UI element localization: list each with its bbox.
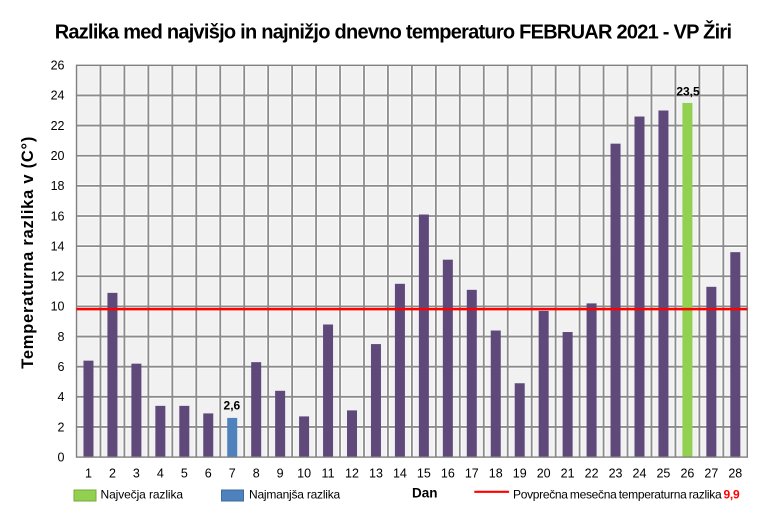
svg-text:24: 24 <box>633 467 647 481</box>
svg-text:13: 13 <box>369 467 383 481</box>
svg-text:1: 1 <box>85 467 92 481</box>
svg-text:2: 2 <box>109 467 116 481</box>
svg-text:8: 8 <box>253 467 260 481</box>
svg-text:14: 14 <box>51 239 65 253</box>
svg-text:3: 3 <box>133 467 140 481</box>
svg-text:17: 17 <box>465 467 479 481</box>
svg-text:11: 11 <box>322 467 335 481</box>
svg-text:6: 6 <box>205 467 212 481</box>
svg-text:26: 26 <box>680 467 694 481</box>
svg-text:0: 0 <box>58 450 65 464</box>
svg-text:24: 24 <box>51 89 65 103</box>
svg-text:19: 19 <box>513 467 527 481</box>
svg-text:10: 10 <box>51 300 65 314</box>
svg-text:28: 28 <box>728 467 742 481</box>
svg-text:20: 20 <box>537 467 551 481</box>
svg-text:2: 2 <box>58 420 65 434</box>
svg-text:6: 6 <box>58 360 65 374</box>
svg-text:Največja razlika: Največja razlika <box>101 488 184 502</box>
svg-text:23,5: 23,5 <box>676 85 700 99</box>
svg-text:Povprečna mesečna temperaturna: Povprečna mesečna temperaturna razlika 9… <box>513 488 740 502</box>
svg-text:4: 4 <box>58 390 65 404</box>
svg-text:22: 22 <box>51 119 65 133</box>
svg-text:9: 9 <box>277 467 284 481</box>
svg-text:12: 12 <box>345 467 359 481</box>
svg-text:Najmanjša razlika: Najmanjša razlika <box>249 488 341 502</box>
svg-text:25: 25 <box>656 467 670 481</box>
svg-text:Razlika med najvišjo in najniž: Razlika med najvišjo in najnižjo dnevno … <box>55 20 732 44</box>
svg-text:4: 4 <box>157 467 164 481</box>
svg-text:26: 26 <box>51 59 65 73</box>
svg-text:15: 15 <box>417 467 431 481</box>
svg-text:20: 20 <box>51 149 65 163</box>
svg-text:16: 16 <box>441 467 455 481</box>
svg-text:7: 7 <box>229 467 236 481</box>
svg-text:22: 22 <box>585 467 599 481</box>
svg-text:18: 18 <box>51 179 65 193</box>
svg-text:Temperaturna razlika v (C°): Temperaturna razlika v (C°) <box>19 136 37 369</box>
svg-text:Dan: Dan <box>412 486 438 501</box>
svg-text:23: 23 <box>609 467 623 481</box>
svg-text:5: 5 <box>181 467 188 481</box>
svg-text:18: 18 <box>489 467 503 481</box>
svg-text:14: 14 <box>393 467 407 481</box>
svg-text:12: 12 <box>51 270 65 284</box>
svg-text:27: 27 <box>704 467 718 481</box>
svg-text:8: 8 <box>58 330 65 344</box>
svg-text:10: 10 <box>297 467 311 481</box>
svg-text:2,6: 2,6 <box>224 398 241 412</box>
svg-text:21: 21 <box>561 467 575 481</box>
svg-text:16: 16 <box>51 209 65 223</box>
